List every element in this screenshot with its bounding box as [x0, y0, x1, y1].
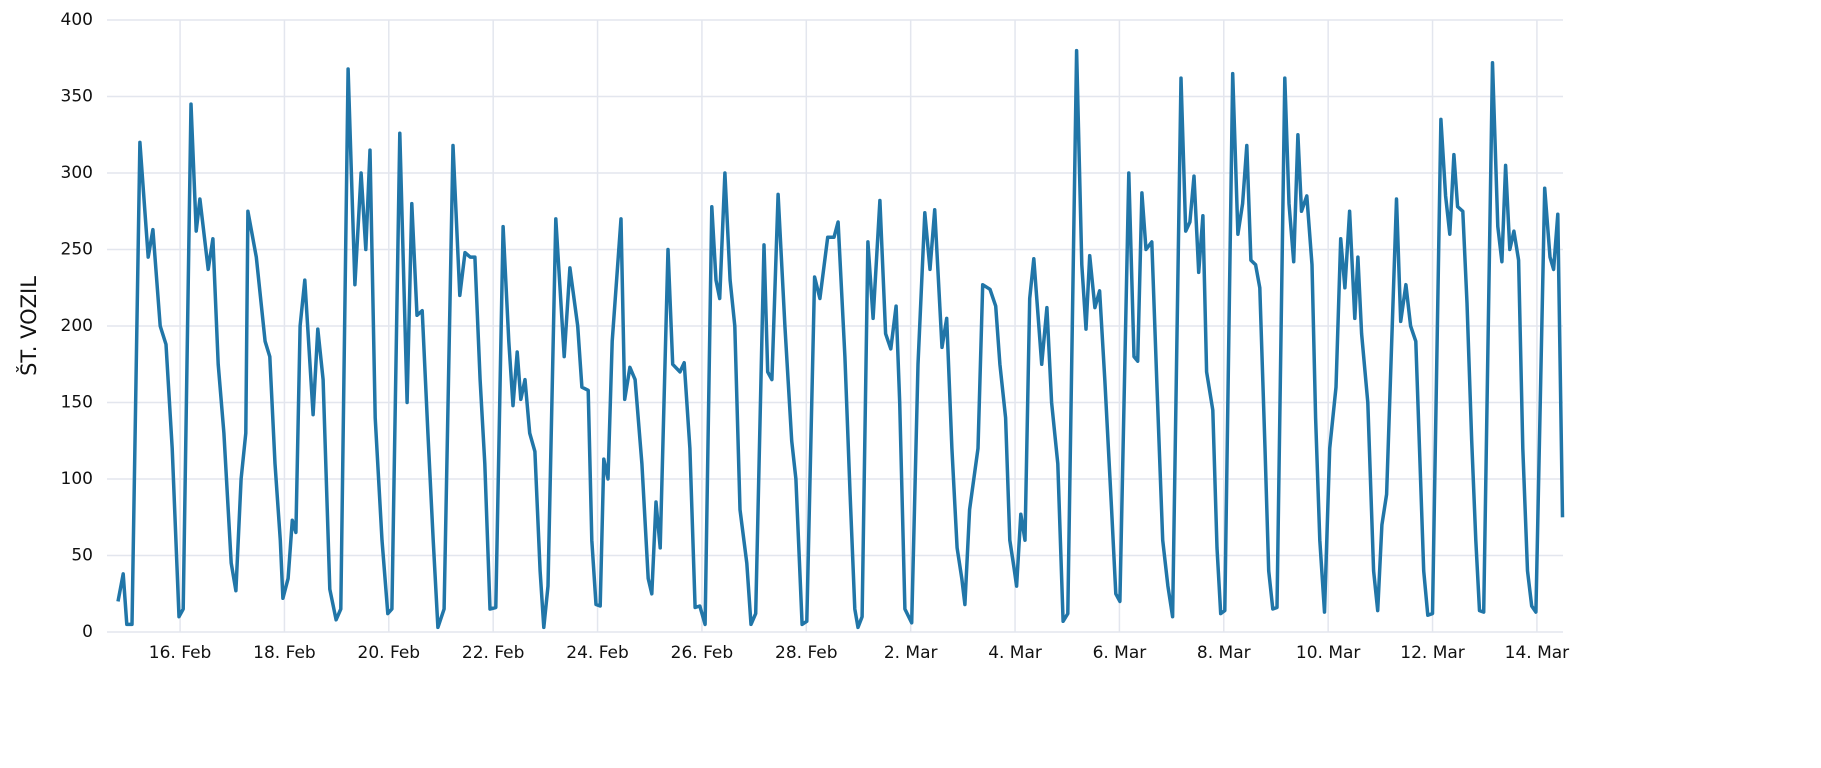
x-tick-label: 4. Mar	[988, 643, 1042, 663]
y-tick-label: 200	[61, 316, 93, 336]
y-tick-label: 100	[61, 469, 93, 489]
x-tick-label: 10. Mar	[1296, 643, 1361, 663]
x-tick-label: 14. Mar	[1505, 643, 1570, 663]
x-tick-label: 16. Feb	[149, 643, 212, 663]
y-tick-label: 150	[61, 393, 93, 413]
y-tick-label: 250	[61, 240, 93, 260]
y-tick-label: 0	[82, 622, 93, 642]
x-tick-label: 20. Feb	[358, 643, 421, 663]
y-tick-label: 400	[61, 10, 93, 30]
x-tick-label: 12. Mar	[1400, 643, 1465, 663]
y-tick-label: 300	[61, 163, 93, 183]
x-tick-label: 22. Feb	[462, 643, 525, 663]
y-axis-label: ŠT. VOZIL	[16, 276, 41, 376]
x-tick-label: 8. Mar	[1197, 643, 1251, 663]
x-tick-label: 24. Feb	[566, 643, 629, 663]
data-line	[116, 48, 1565, 630]
x-tick-label: 18. Feb	[253, 643, 316, 663]
x-tick-label: 26. Feb	[671, 643, 734, 663]
y-tick-label: 50	[71, 546, 93, 566]
y-tick-label: 350	[61, 87, 93, 107]
x-tick-label: 28. Feb	[775, 643, 838, 663]
x-tick-label: 6. Mar	[1093, 643, 1147, 663]
x-tick-label: 2. Mar	[884, 643, 938, 663]
